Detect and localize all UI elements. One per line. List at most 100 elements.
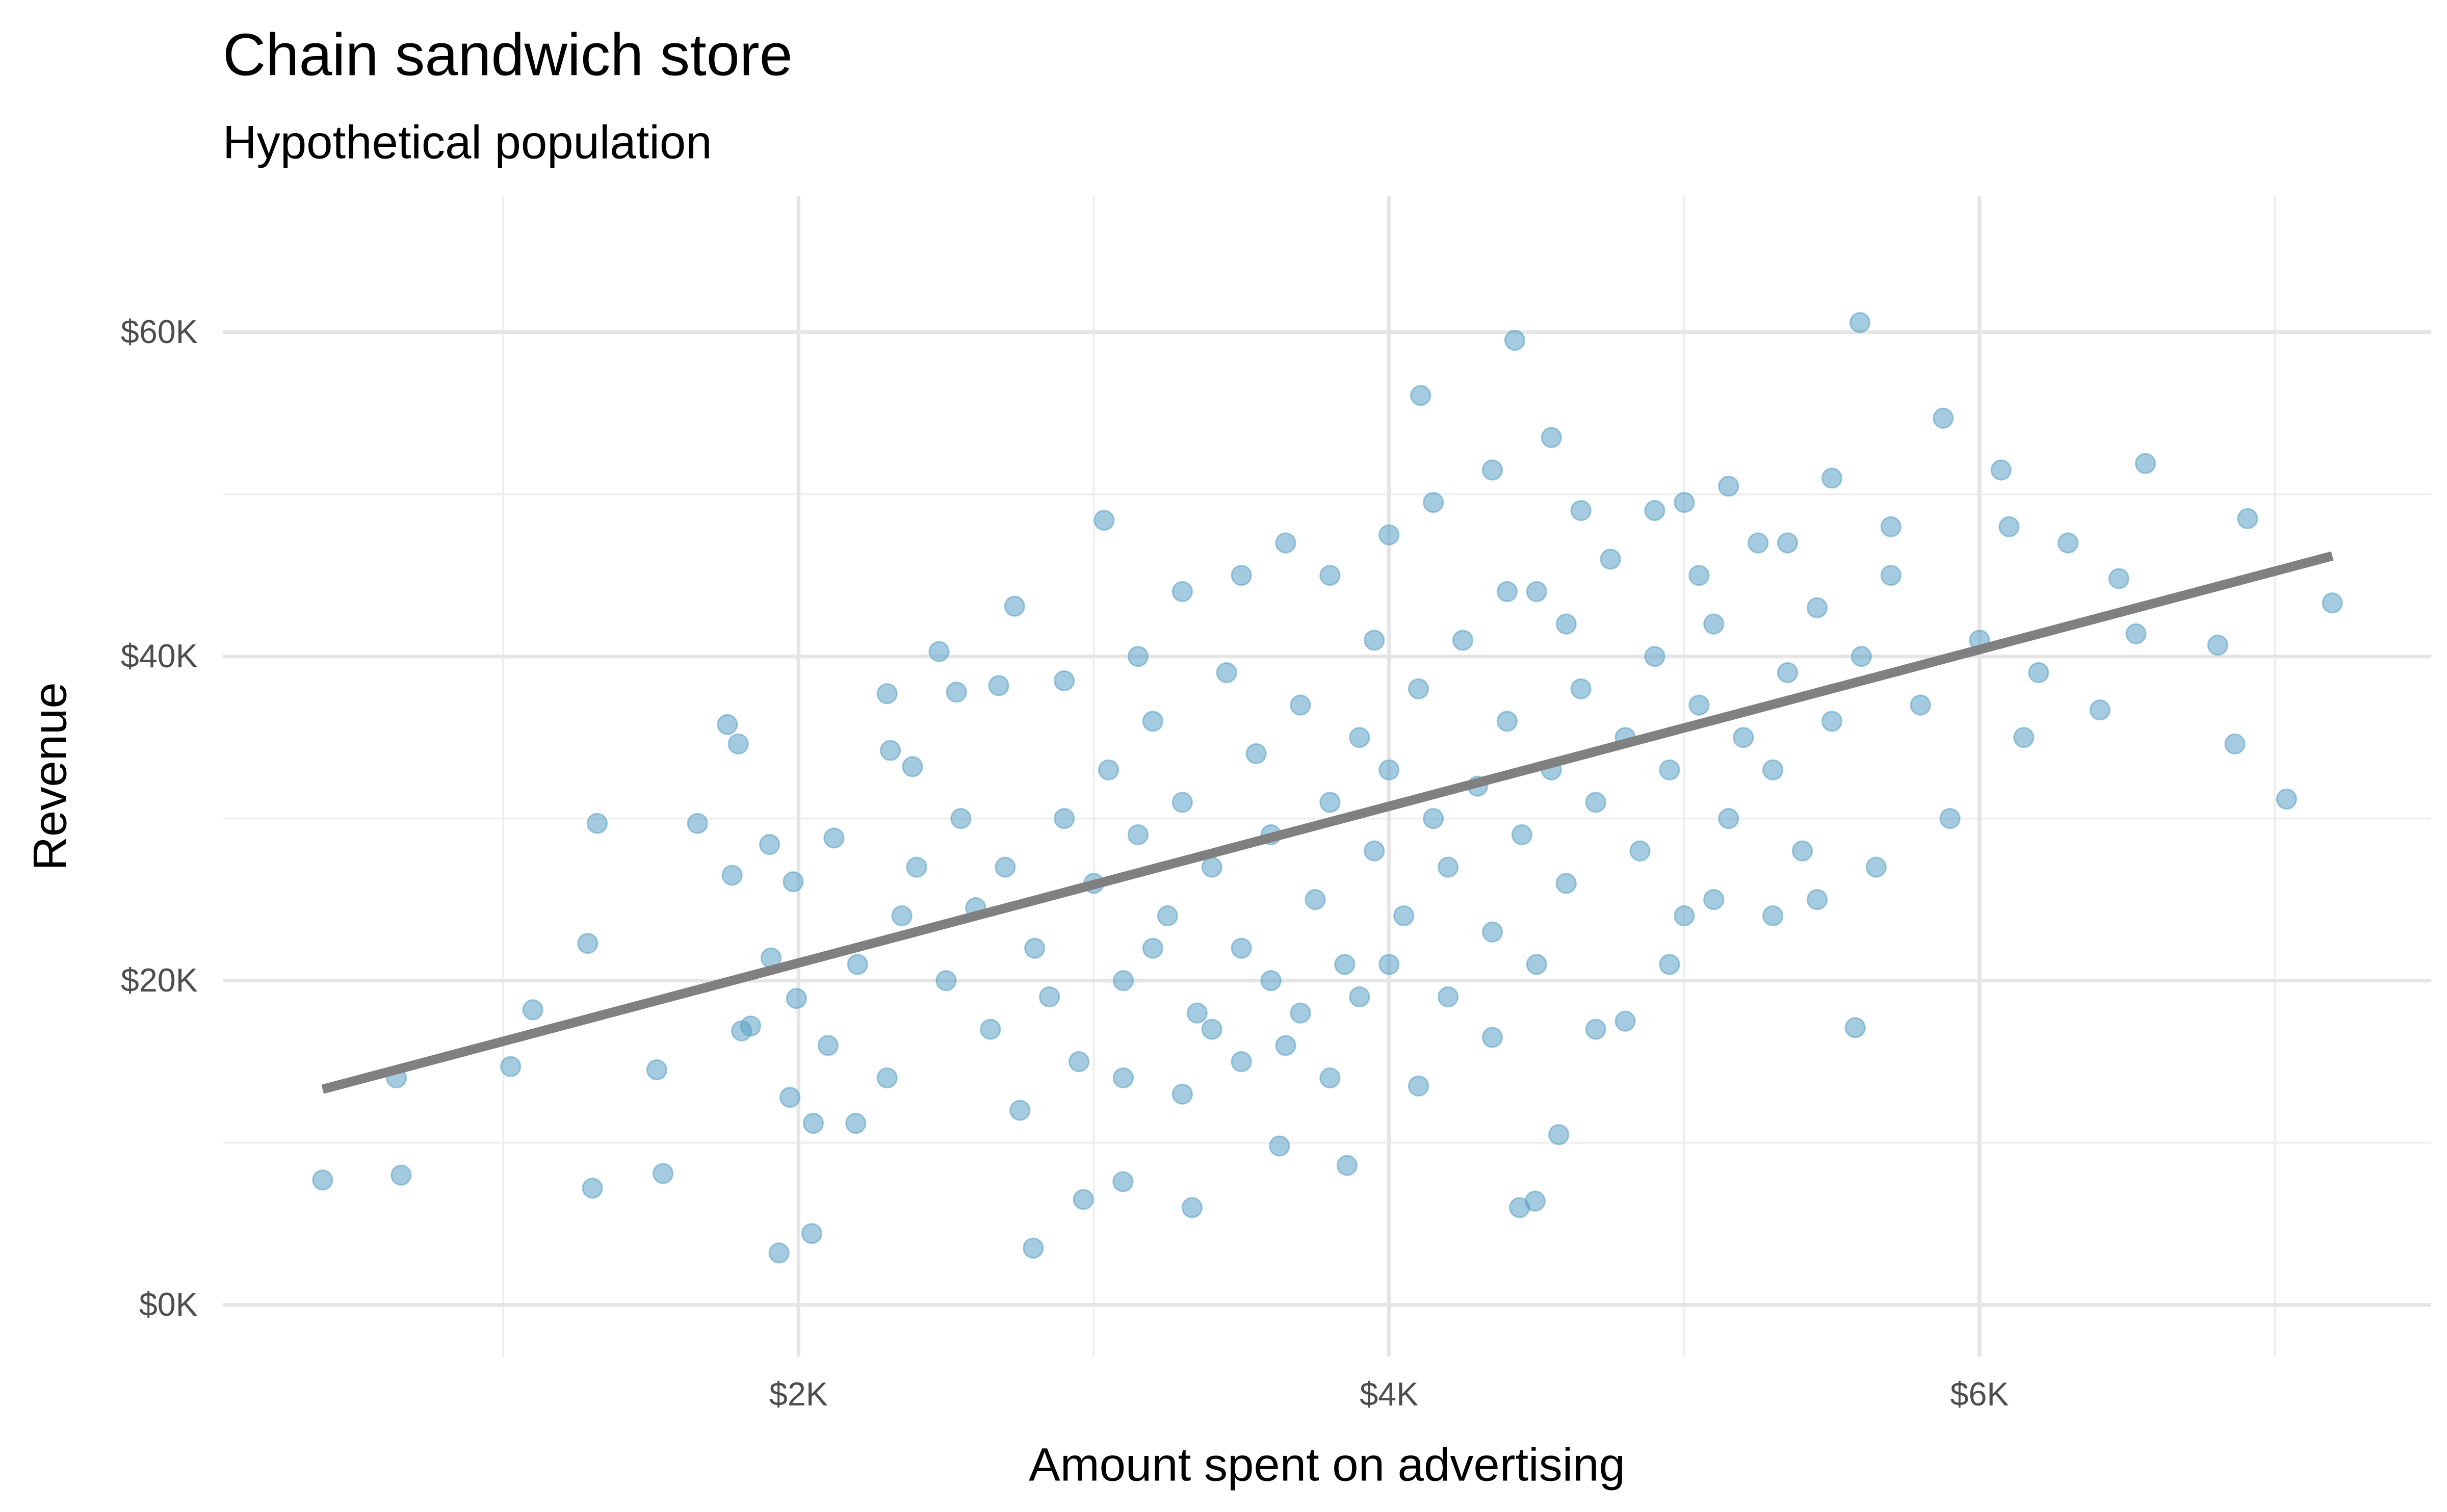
point [1688, 694, 1710, 716]
point [1674, 905, 1695, 927]
point [1364, 840, 1385, 862]
point [2013, 727, 2035, 748]
point [1098, 759, 1120, 780]
point [727, 733, 749, 755]
point [1269, 1135, 1290, 1157]
point [2058, 532, 2079, 554]
point [2224, 733, 2246, 755]
point [1452, 630, 1474, 651]
point [786, 988, 807, 1009]
point [1112, 1067, 1134, 1089]
point [1570, 500, 1592, 522]
x-tick-label: $2K [769, 1376, 828, 1413]
point [1216, 662, 1237, 684]
point [687, 813, 708, 834]
point [1703, 613, 1725, 635]
point [1629, 840, 1651, 862]
x-tick-label: $6K [1950, 1376, 2009, 1413]
point [1142, 711, 1163, 732]
point [950, 808, 972, 829]
point [845, 1112, 867, 1134]
point [1524, 1190, 1546, 1212]
point [1305, 889, 1326, 910]
point [1172, 1083, 1193, 1105]
point [779, 1087, 801, 1108]
point [1496, 711, 1518, 732]
point [1112, 970, 1134, 992]
point [1659, 759, 1680, 780]
point [1378, 759, 1400, 780]
point [740, 1015, 762, 1037]
point [1023, 1237, 1044, 1259]
point [801, 1223, 823, 1244]
point [1570, 678, 1592, 699]
point [1688, 565, 1710, 586]
point [1748, 532, 1769, 554]
point [876, 1067, 898, 1089]
point [1821, 711, 1843, 732]
grid [223, 196, 2432, 1357]
point [1231, 1051, 1252, 1073]
point [312, 1169, 333, 1191]
point [1806, 889, 1828, 910]
point [2089, 699, 2111, 721]
point [1659, 954, 1680, 975]
point [1821, 467, 1843, 489]
point [1541, 427, 1562, 449]
point [2207, 634, 2228, 656]
point [1762, 905, 1784, 927]
chart-title: Chain sandwich store [223, 21, 793, 88]
point [906, 856, 927, 878]
point [1231, 937, 1252, 959]
point [1290, 694, 1311, 716]
point [1172, 581, 1193, 603]
point [1437, 856, 1459, 878]
point [1481, 459, 1503, 481]
marks [312, 312, 2343, 1264]
point [1806, 597, 1828, 618]
point [1718, 476, 1739, 497]
point [891, 905, 913, 927]
point [1437, 986, 1459, 1008]
y-tick-label: $60K [121, 314, 198, 350]
point [823, 827, 845, 849]
point [995, 856, 1016, 878]
point [1791, 840, 1813, 862]
point [2125, 623, 2147, 644]
point [1880, 516, 1902, 537]
point [1849, 312, 1871, 333]
point [577, 932, 598, 954]
x-tick-label: $4K [1360, 1376, 1418, 1413]
point [1334, 954, 1356, 975]
point [802, 1112, 824, 1134]
point [652, 1163, 674, 1184]
point [1172, 792, 1193, 813]
trend-line [321, 551, 2334, 1094]
point [1939, 808, 1961, 829]
point [500, 1056, 522, 1077]
point [2028, 662, 2049, 684]
point [1349, 986, 1370, 1008]
point [2276, 788, 2297, 810]
point [1201, 856, 1222, 878]
point [1422, 808, 1444, 829]
point [1094, 509, 1115, 531]
chart-subtitle: Hypothetical population [223, 116, 712, 169]
point [1024, 937, 1046, 959]
point [1408, 1075, 1429, 1097]
point [721, 865, 743, 886]
point [582, 1178, 603, 1199]
point [1644, 500, 1665, 522]
point [2134, 453, 2156, 474]
point [783, 871, 804, 893]
point [946, 682, 967, 703]
point [1245, 743, 1267, 765]
point [1112, 1171, 1134, 1192]
point [1998, 516, 2020, 537]
point [1585, 1019, 1606, 1040]
point [1526, 581, 1547, 603]
point [1290, 1002, 1311, 1024]
point [1615, 1010, 1636, 1032]
point [1275, 1035, 1296, 1056]
